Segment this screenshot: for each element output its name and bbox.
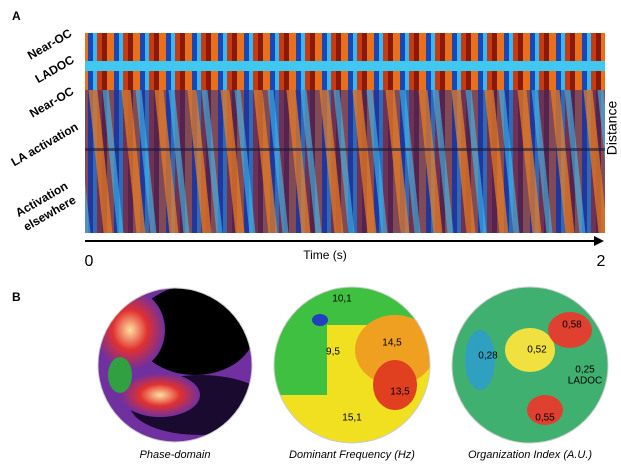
phase-map (98, 288, 252, 442)
map-label: 10,1 (332, 294, 352, 305)
organization-map (452, 287, 608, 443)
row-label: LA activation (9, 119, 81, 169)
map-label: 9,5 (326, 347, 340, 358)
x-label: Time (s) (303, 248, 347, 262)
map-label: 0,58 (562, 320, 582, 331)
map-labels: 10,1 9,5 14,5 13,5 15,1 0,28 0,52 0,58 0… (326, 294, 602, 424)
map-label: LADOC (568, 376, 602, 387)
map-label: 0,55 (535, 413, 555, 424)
map-outline (273, 286, 431, 444)
x-end: 2 (597, 253, 606, 270)
map-label: 13,5 (390, 387, 410, 398)
row-labels: Near-OC LADOC Near-OC LA activation Acti… (9, 26, 81, 234)
panel-letter: B (12, 290, 21, 304)
panel-letter: A (12, 9, 21, 23)
map-label: 0,28 (478, 351, 498, 362)
arrow-head (594, 236, 604, 246)
map-label: 0,25 (575, 365, 595, 376)
y-label: Distance (604, 101, 620, 156)
map-caption: Organization Index (A.U.) (468, 449, 592, 461)
x-start: 0 (85, 253, 94, 270)
heatmap (85, 33, 605, 233)
map-label: 14,5 (382, 338, 402, 349)
map-outline (451, 286, 609, 444)
row-label: Near-OC (27, 84, 76, 121)
map-caption: Dominant Frequency (Hz) (289, 449, 415, 461)
map-label: 15,1 (342, 413, 362, 424)
map-outline (97, 287, 253, 443)
map-label: 0,52 (527, 345, 547, 356)
map-caption: Phase-domain (140, 449, 211, 461)
